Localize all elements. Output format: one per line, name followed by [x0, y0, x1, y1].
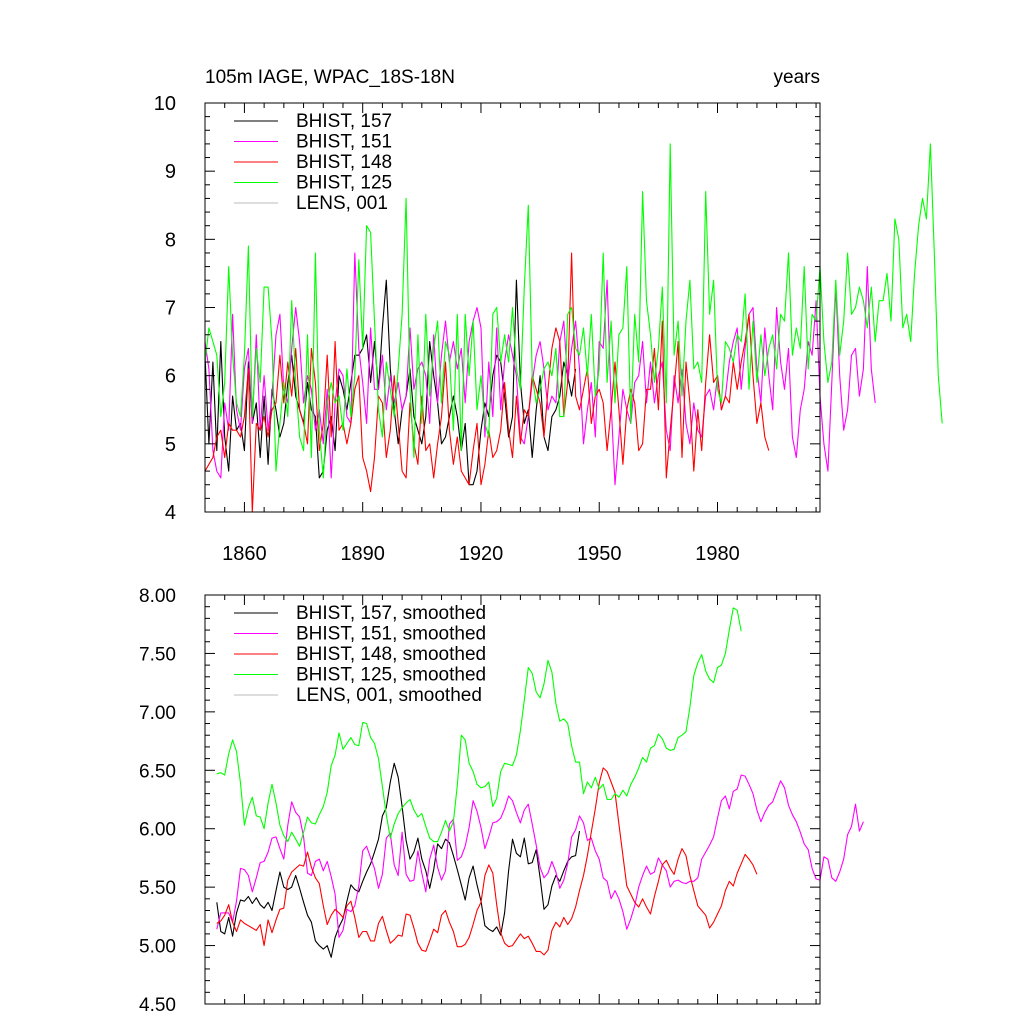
legend-label: LENS, 001 [296, 193, 388, 214]
series-line-bhist-148-smoothed [216, 767, 758, 956]
legend-label: LENS, 001, smoothed [296, 685, 482, 706]
bottom-series-group [216, 607, 864, 958]
top-panel-units: years [774, 67, 820, 88]
x-tick-label: 1980 [695, 543, 740, 565]
series-line-bhist-151-smoothed [216, 774, 864, 938]
legend-label: BHIST, 151 [296, 132, 392, 153]
y-tick-label: 5.50 [139, 878, 176, 899]
legend-label: BHIST, 151, smoothed [296, 624, 486, 645]
y-tick-label: 7.50 [139, 644, 176, 665]
legend-label: BHIST, 157 [296, 111, 392, 132]
y-tick-label: 7 [165, 298, 176, 320]
series-line-bhist-157-smoothed [216, 762, 581, 958]
x-tick-label: 1890 [340, 543, 385, 565]
series-line-bhist-157 [204, 279, 577, 486]
series-line-bhist-148 [204, 252, 770, 513]
y-tick-label: 6.50 [139, 761, 176, 782]
x-tick-label: 1950 [577, 543, 622, 565]
x-tick-label: 1920 [459, 543, 504, 565]
y-tick-label: 8 [165, 229, 176, 251]
legend-label: BHIST, 125 [296, 173, 392, 194]
top-panel-title: 105m IAGE, WPAC_18S-18N [205, 67, 455, 88]
bottom-axis-ticks [204, 594, 820, 1005]
y-tick-label: 4 [165, 502, 176, 524]
legend-label: BHIST, 157, smoothed [296, 603, 486, 624]
legend-label: BHIST, 148 [296, 152, 392, 173]
y-tick-label: 4.50 [139, 995, 176, 1016]
x-tick-label: 1860 [222, 543, 267, 565]
y-tick-label: 6 [165, 366, 176, 388]
y-tick-label: 5 [165, 434, 176, 456]
top-x-tick-labels: 1860 1890 1920 1950 1980 [222, 543, 740, 565]
top-panel: 105m IAGE, WPAC_18S-18N years 4 5 6 7 8 9 10 1… [154, 67, 943, 565]
top-axis-ticks [204, 102, 820, 513]
y-tick-label: 8.00 [139, 586, 176, 607]
y-tick-label: 5.00 [139, 937, 176, 958]
series-line-bhist-125 [204, 143, 943, 479]
top-y-tick-labels: 4 5 6 7 8 9 10 [154, 93, 176, 524]
series-line-bhist-125-smoothed [216, 607, 742, 847]
bottom-panel: 4.50 5.00 5.50 6.00 6.50 7.00 7.50 8.00 BHIST, … [139, 586, 864, 1016]
y-tick-label: 9 [165, 161, 176, 183]
y-tick-label: 10 [154, 93, 176, 115]
y-tick-label: 6.00 [139, 820, 176, 841]
top-series-group [204, 143, 943, 513]
series-line-bhist-151 [204, 252, 876, 486]
legend-label: BHIST, 125, smoothed [296, 665, 486, 686]
bottom-y-tick-labels: 4.50 5.00 5.50 6.00 6.50 7.00 7.50 8.00 [139, 586, 176, 1016]
y-tick-label: 7.00 [139, 703, 176, 724]
bottom-plot-frame [204, 594, 821, 1005]
legend-label: BHIST, 148, smoothed [296, 644, 486, 665]
